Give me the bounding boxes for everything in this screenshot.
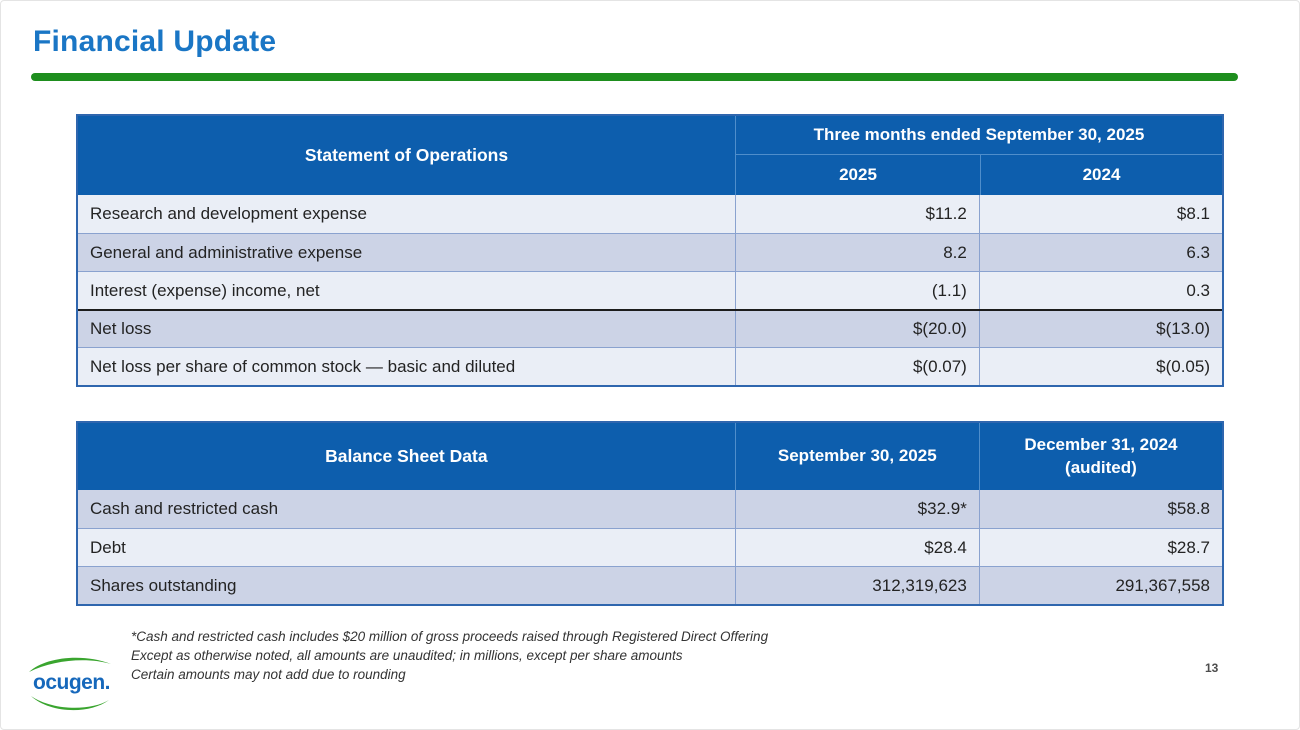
- year-header-row: 2025 2024: [736, 155, 1222, 195]
- table-row: General and administrative expense 8.2 6…: [78, 233, 1222, 271]
- footnote-line: Certain amounts may not add due to round…: [131, 667, 406, 682]
- row-value-2025: $(20.0): [736, 311, 980, 347]
- period-header: Three months ended September 30, 2025: [736, 116, 1222, 155]
- table-row: Shares outstanding 312,319,623 291,367,5…: [78, 566, 1222, 604]
- row-value-2024: $(13.0): [1156, 319, 1210, 338]
- row-label: Cash and restricted cash: [78, 490, 736, 528]
- row-value-2024: $(0.05): [1156, 356, 1210, 376]
- row-value-prior: $28.7: [1167, 537, 1210, 557]
- row-value-2024: $8.1: [1176, 204, 1210, 223]
- footnote-line: *Cash and restricted cash includes $20 m…: [131, 629, 769, 644]
- row-value-current: $32.9*: [736, 490, 980, 528]
- column-header-line: December 31, 2024: [1024, 435, 1178, 455]
- operations-period-columns: Three months ended September 30, 2025 20…: [736, 116, 1222, 195]
- table-row: Research and development expense $11.2 $…: [78, 195, 1222, 233]
- operations-table-header: Statement of Operations Three months end…: [78, 116, 1222, 195]
- row-value-2025: $11.2: [736, 195, 980, 233]
- title-underline-bar: [31, 73, 1238, 81]
- column-header-sep-2025: September 30, 2025: [736, 423, 980, 490]
- column-header-subline: (audited): [1065, 457, 1137, 477]
- row-value-2024: 0.3: [1186, 280, 1210, 300]
- row-label: Interest (expense) income, net: [78, 272, 736, 309]
- table-row: Cash and restricted cash $32.9* $58.8: [78, 490, 1222, 528]
- table-row: Interest (expense) income, net (1.1) 0.3: [78, 271, 1222, 309]
- row-value-current: $28.4: [736, 529, 980, 566]
- row-label: Net loss per share of common stock — bas…: [78, 348, 736, 385]
- footnote-line: Except as otherwise noted, all amounts a…: [131, 648, 683, 663]
- page-title: Financial Update: [33, 25, 277, 58]
- logo-text: ocugen.: [33, 671, 111, 694]
- ocugen-logo: ocugen.: [27, 655, 113, 711]
- column-header-2024: 2024: [1082, 165, 1121, 184]
- page-number: 13: [1205, 661, 1219, 675]
- balance-table-title: Balance Sheet Data: [78, 423, 736, 490]
- row-label: Shares outstanding: [78, 567, 736, 604]
- balance-table-header: Balance Sheet Data September 30, 2025 De…: [78, 423, 1222, 490]
- row-value-prior: $58.8: [1167, 499, 1210, 518]
- row-label: Net loss: [78, 311, 736, 347]
- table-row: Debt $28.4 $28.7: [78, 528, 1222, 566]
- row-label: General and administrative expense: [78, 234, 736, 271]
- row-value-2025: 8.2: [736, 234, 980, 271]
- column-header-dec-2024: December 31, 2024 (audited): [980, 423, 1222, 490]
- column-header-2025: 2025: [736, 155, 981, 195]
- table-row: Net loss per share of common stock — bas…: [78, 347, 1222, 385]
- balance-sheet-table: Balance Sheet Data September 30, 2025 De…: [76, 421, 1224, 606]
- row-value-2025: $(0.07): [736, 348, 980, 385]
- row-value-prior: 291,367,558: [1115, 575, 1210, 595]
- row-value-current: 312,319,623: [736, 567, 980, 604]
- footnotes: *Cash and restricted cash includes $20 m…: [131, 627, 768, 684]
- row-value-2025: (1.1): [736, 272, 980, 309]
- row-label: Debt: [78, 529, 736, 566]
- row-value-2024: 6.3: [1186, 242, 1210, 262]
- statement-of-operations-table: Statement of Operations Three months end…: [76, 114, 1224, 387]
- logo-swoosh-top-icon: [29, 657, 111, 672]
- row-label: Research and development expense: [78, 195, 736, 233]
- logo-swoosh-bottom-icon: [31, 696, 109, 711]
- table-row-net-loss: Net loss $(20.0) $(13.0): [78, 309, 1222, 347]
- column-header-line: September 30, 2025: [777, 446, 937, 466]
- operations-table-title: Statement of Operations: [78, 116, 736, 195]
